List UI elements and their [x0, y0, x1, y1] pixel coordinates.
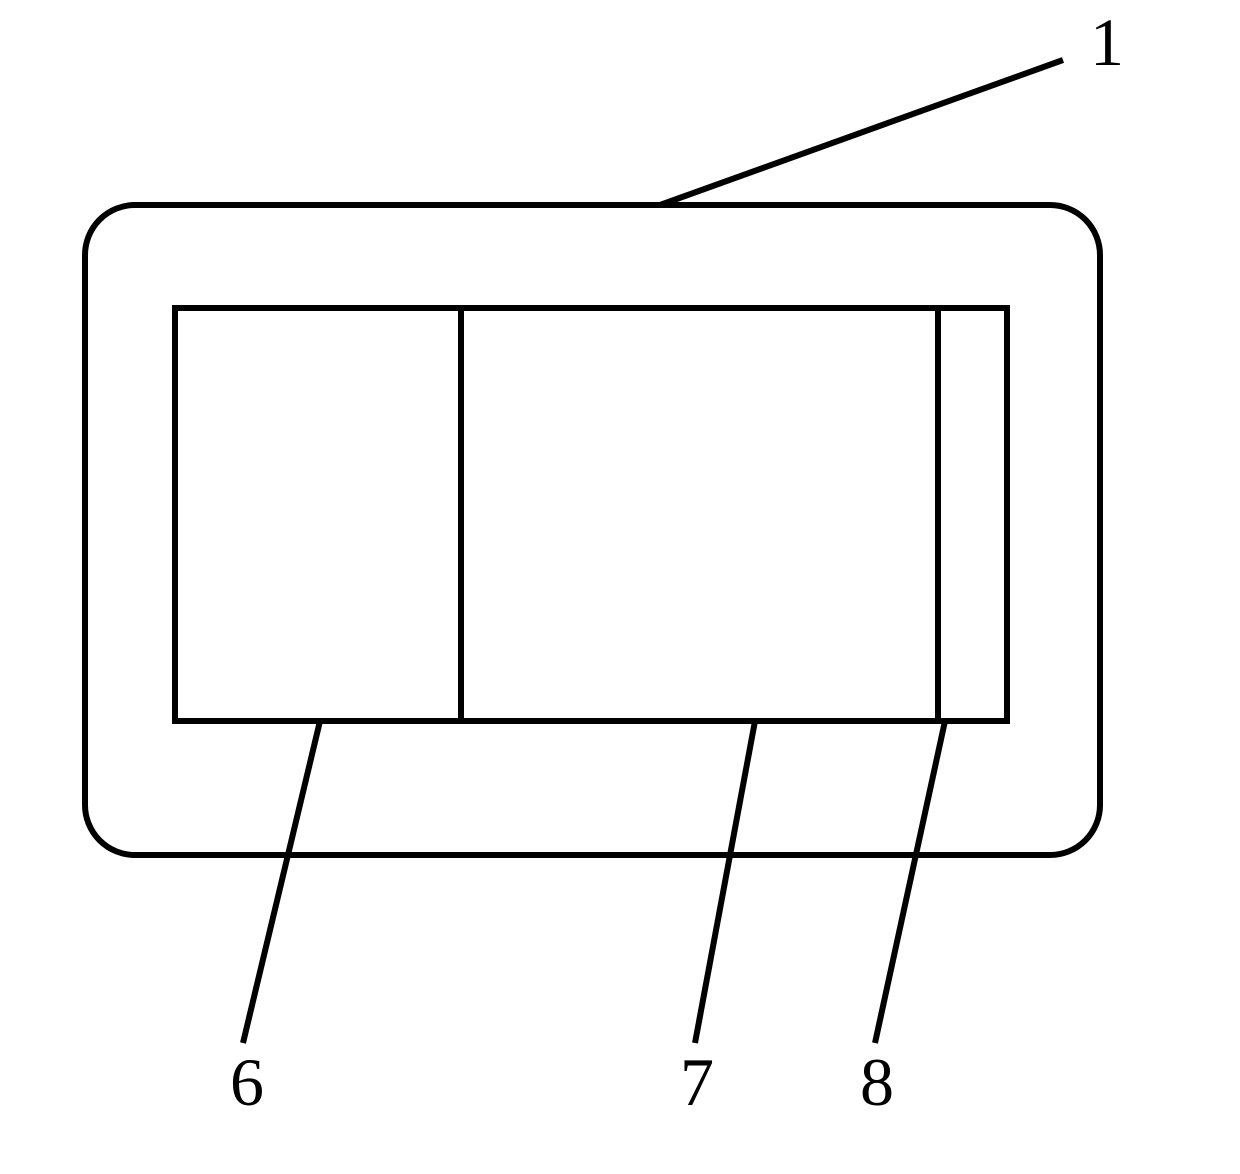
- label-8: 8: [860, 1044, 894, 1120]
- label-1: 1: [1090, 4, 1124, 80]
- label-6: 6: [230, 1044, 264, 1120]
- label-7: 7: [680, 1044, 714, 1120]
- diagram-svg: 1678: [0, 0, 1240, 1174]
- background: [0, 0, 1240, 1174]
